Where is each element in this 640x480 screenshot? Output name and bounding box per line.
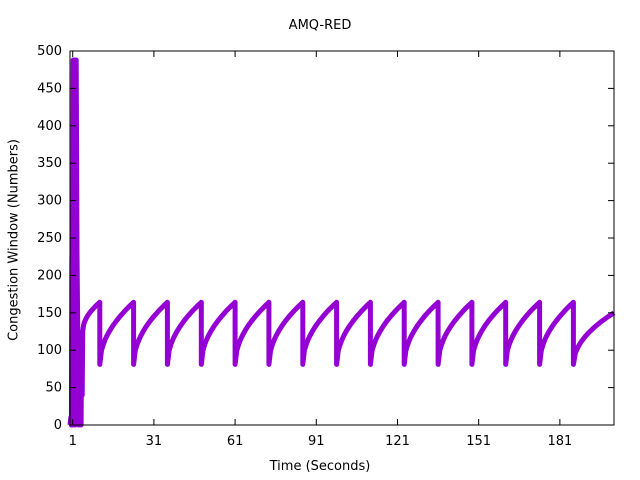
y-tick-label: 250 — [37, 231, 62, 246]
plot-area — [67, 57, 616, 428]
chart-title: AMQ-RED — [288, 18, 352, 33]
plot-frame — [69, 50, 615, 426]
y-tick-label: 0 — [54, 418, 62, 433]
x-tick-label: 151 — [466, 434, 491, 449]
x-tick-label: 61 — [227, 434, 244, 449]
x-tick-label: 181 — [547, 434, 572, 449]
y-tick-label: 350 — [37, 156, 62, 171]
y-tick-label: 150 — [37, 306, 62, 321]
y-tick-label: 450 — [37, 81, 62, 96]
x-tick-label: 31 — [146, 434, 163, 449]
y-tick-label: 400 — [37, 119, 62, 134]
x-tick-label: 121 — [385, 434, 410, 449]
axis-ticks: 0 50 100 150 200 250 300 350 400 450 500 1 31 61 91 121… — [37, 44, 614, 449]
x-tick-label: 91 — [308, 434, 325, 449]
x-axis-label: Time (Seconds) — [269, 459, 371, 474]
x-tick-label: 1 — [69, 434, 77, 449]
series-line-thick — [67, 57, 616, 428]
y-tick-label: 100 — [37, 343, 62, 358]
series-line — [69, 59, 615, 426]
y-tick-label: 200 — [37, 268, 62, 283]
y-tick-label: 300 — [37, 194, 62, 209]
y-tick-label: 500 — [37, 44, 62, 59]
y-tick-label: 50 — [45, 381, 62, 396]
